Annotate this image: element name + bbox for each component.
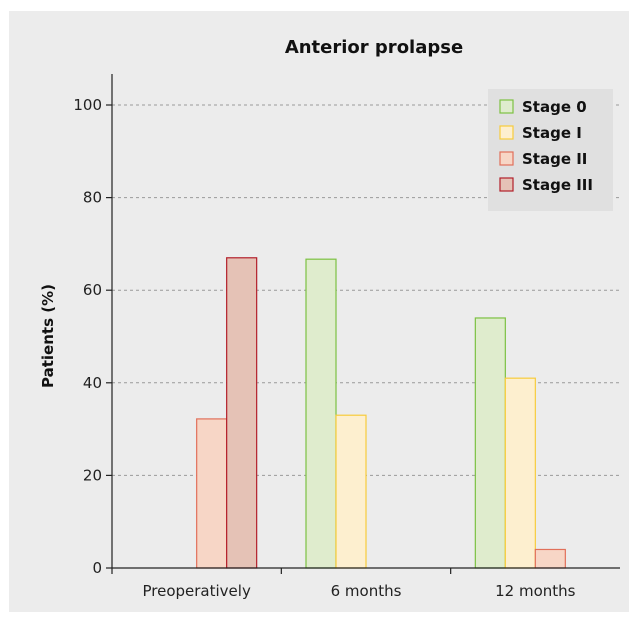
- x-tick-label: 12 months: [495, 582, 576, 600]
- y-tick-label: 60: [83, 281, 102, 299]
- y-tick-label: 20: [83, 466, 102, 484]
- legend-swatch: [499, 151, 514, 166]
- bar-stage-ii-2: [534, 548, 566, 569]
- legend-label: Stage III: [522, 176, 593, 194]
- legend-label: Stage 0: [522, 98, 587, 116]
- bar-stage-iii-0: [226, 257, 258, 569]
- bar-stage-0-1: [305, 258, 337, 569]
- bar-stage-ii-0: [196, 418, 228, 569]
- bar-stage-i-2: [504, 377, 536, 569]
- y-tick-label: 80: [83, 189, 102, 207]
- y-tick-label: 100: [73, 96, 102, 114]
- legend-swatch: [499, 125, 514, 140]
- y-tick-label: 40: [83, 374, 102, 392]
- legend-label: Stage I: [522, 124, 582, 142]
- y-axis-label: Patients (%): [39, 284, 57, 388]
- y-tick-label: 0: [92, 559, 102, 577]
- bar-stage-i-1: [335, 414, 367, 569]
- x-tick-label: Preoperatively: [142, 582, 250, 600]
- bar-stage-0-2: [474, 317, 506, 569]
- x-tick-label: 6 months: [331, 582, 402, 600]
- chart-title: Anterior prolapse: [285, 37, 463, 58]
- legend-swatch: [499, 177, 514, 192]
- legend-swatch: [499, 99, 514, 114]
- legend-label: Stage II: [522, 150, 587, 168]
